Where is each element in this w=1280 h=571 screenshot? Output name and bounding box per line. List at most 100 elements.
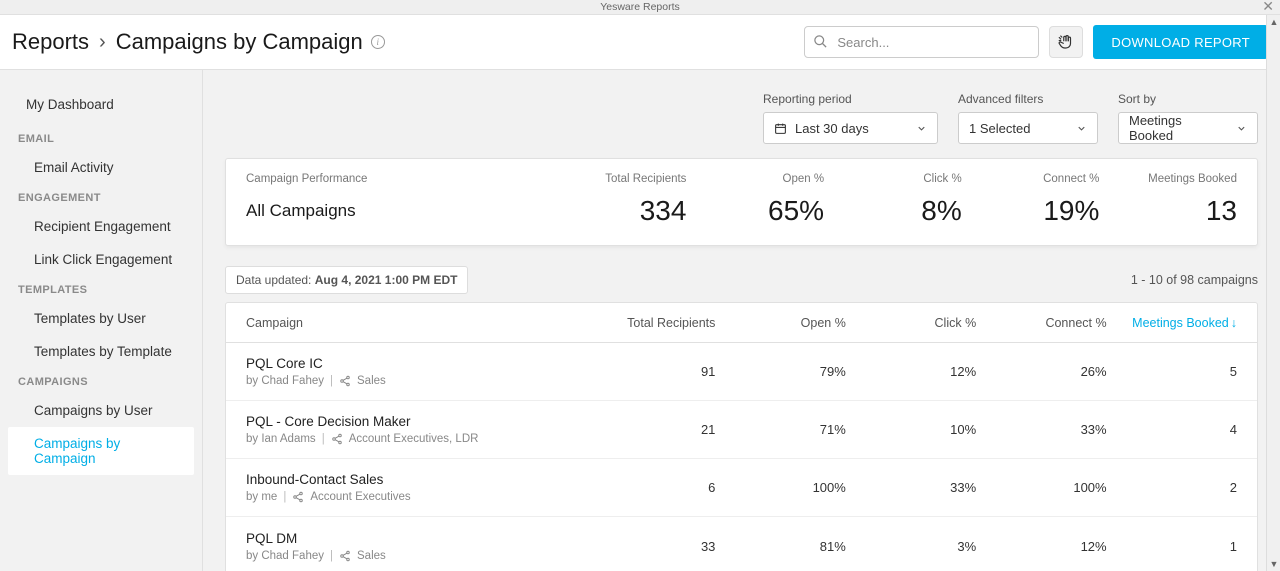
- th-recipients[interactable]: Total Recipients: [585, 316, 715, 330]
- sidebar-item[interactable]: Link Click Engagement: [8, 243, 194, 276]
- campaign-meta: by Chad Fahey|Sales: [246, 375, 585, 387]
- campaign-groups: Account Executives, LDR: [349, 433, 479, 445]
- campaign-groups: Account Executives: [310, 491, 410, 503]
- campaign-name: PQL DM: [246, 531, 585, 546]
- campaign-by: by Ian Adams: [246, 433, 316, 445]
- sidebar-group-label: TEMPLATES: [0, 276, 202, 302]
- campaign-name: PQL - Core Decision Maker: [246, 414, 585, 429]
- download-report-button[interactable]: DOWNLOAD REPORT: [1093, 25, 1268, 59]
- sidebar-group-label: CAMPAIGNS: [0, 368, 202, 394]
- share-icon: [292, 491, 304, 503]
- sidebar-item[interactable]: Recipient Engagement: [8, 210, 194, 243]
- cell-open: 79%: [715, 364, 845, 379]
- sidebar-item[interactable]: Templates by Template: [8, 335, 194, 368]
- sidebar-item[interactable]: Campaigns by Campaign: [8, 427, 194, 475]
- cell-campaign: PQL - Core Decision Maker by Ian Adams | Ac…: [246, 414, 585, 445]
- data-updated-value: Aug 4, 2021 1:00 PM EDT: [315, 273, 458, 287]
- sidebar-group-label: ENGAGEMENT: [0, 184, 202, 210]
- select-period-value: Last 30 days: [795, 121, 869, 136]
- info-icon[interactable]: i: [371, 35, 385, 49]
- cell-connect: 26%: [976, 364, 1106, 379]
- cell-open: 71%: [715, 422, 845, 437]
- cell-click: 10%: [846, 422, 976, 437]
- sidebar-group-label: EMAIL: [0, 125, 202, 151]
- sidebar-item[interactable]: Email Activity: [8, 151, 194, 184]
- summary-header-cell: Campaign Performance: [246, 173, 549, 185]
- cell-click: 3%: [846, 539, 976, 554]
- chevron-down-icon: [916, 123, 927, 134]
- pagination-info: 1 - 10 of 98 campaigns: [1131, 273, 1258, 287]
- cell-click: 33%: [846, 480, 976, 495]
- filter-label-advanced: Advanced filters: [958, 92, 1098, 106]
- search-icon: [813, 34, 828, 54]
- app-window: Yesware Reports ✕ ▲ ▼ Reports › Campaign…: [0, 0, 1280, 571]
- calendar-icon: [774, 122, 787, 135]
- th-meetings-sorted[interactable]: Meetings Booked ↓: [1107, 316, 1237, 330]
- summary-header-cell: Connect %: [962, 173, 1100, 185]
- breadcrumb-separator-icon: ›: [99, 31, 106, 54]
- cell-recipients: 6: [585, 480, 715, 495]
- cell-meetings: 4: [1107, 422, 1237, 437]
- search-field[interactable]: [804, 26, 1039, 58]
- page-body: My Dashboard EMAILEmail ActivityENGAGEME…: [0, 70, 1280, 571]
- data-updated-badge: Data updated: Aug 4, 2021 1:00 PM EDT: [225, 266, 468, 294]
- window-titlebar: Yesware Reports ✕: [0, 0, 1280, 15]
- summary-header-cell: Open %: [686, 173, 824, 185]
- cell-connect: 12%: [976, 539, 1106, 554]
- breadcrumb-root[interactable]: Reports: [12, 29, 89, 55]
- cell-campaign: PQL Core IC by Chad Fahey|Sales: [246, 356, 585, 387]
- campaign-meta: by Chad Fahey|Sales: [246, 550, 585, 562]
- gesture-button[interactable]: [1049, 26, 1083, 58]
- table-row[interactable]: Inbound-Contact Sales by me | Account Execu…: [226, 459, 1257, 517]
- meta-separator: |: [330, 375, 333, 387]
- select-reporting-period[interactable]: Last 30 days: [763, 112, 938, 144]
- sidebar-item[interactable]: Campaigns by User: [8, 394, 194, 427]
- summary-connect-pct: 19%: [962, 195, 1100, 227]
- meta-separator: |: [330, 550, 333, 562]
- table-row[interactable]: PQL - Core Decision Maker by Ian Adams | Ac…: [226, 401, 1257, 459]
- filter-label-sort: Sort by: [1118, 92, 1258, 106]
- th-click[interactable]: Click %: [846, 316, 976, 330]
- cell-campaign: PQL DMby Chad Fahey|Sales: [246, 531, 585, 562]
- table-row[interactable]: PQL Core IC by Chad Fahey|Sales9179%12%26…: [226, 343, 1257, 401]
- summary-open-pct: 65%: [686, 195, 824, 227]
- filter-bar: Reporting period Last 30 days Advanced f…: [225, 92, 1258, 144]
- campaign-by: by me: [246, 491, 277, 503]
- select-sort-value: Meetings Booked: [1129, 113, 1228, 143]
- sidebar-item[interactable]: Templates by User: [8, 302, 194, 335]
- campaign-name: PQL Core IC: [246, 356, 585, 371]
- share-icon: [339, 375, 351, 387]
- summary-header-cell: Click %: [824, 173, 962, 185]
- campaign-name: Inbound-Contact Sales: [246, 472, 585, 487]
- th-campaign[interactable]: Campaign: [246, 316, 585, 330]
- summary-header-row: Campaign Performance Total Recipients Op…: [246, 173, 1237, 185]
- meta-separator: |: [283, 491, 286, 503]
- th-connect[interactable]: Connect %: [976, 316, 1106, 330]
- meta-separator: |: [322, 433, 325, 445]
- window-close-icon[interactable]: ✕: [1262, 0, 1274, 14]
- table-row[interactable]: PQL DMby Chad Fahey|Sales3381%3%12%1: [226, 517, 1257, 571]
- filter-label-period: Reporting period: [763, 92, 938, 106]
- cell-campaign: Inbound-Contact Sales by me | Account Execu…: [246, 472, 585, 503]
- select-advanced-filters[interactable]: 1 Selected: [958, 112, 1098, 144]
- campaign-meta: by me | Account Executives: [246, 491, 585, 503]
- select-sort-by[interactable]: Meetings Booked: [1118, 112, 1258, 144]
- cell-meetings: 2: [1107, 480, 1237, 495]
- cell-recipients: 91: [585, 364, 715, 379]
- breadcrumb: Reports › Campaigns by Campaign i: [12, 29, 804, 55]
- summary-header-cell: Total Recipients: [549, 173, 687, 185]
- sidebar-item-my-dashboard[interactable]: My Dashboard: [8, 88, 194, 121]
- cell-recipients: 21: [585, 422, 715, 437]
- sort-desc-icon: ↓: [1231, 316, 1237, 330]
- campaign-by: by Chad Fahey: [246, 550, 324, 562]
- breadcrumb-current-label: Campaigns by Campaign: [116, 29, 363, 55]
- cell-recipients: 33: [585, 539, 715, 554]
- search-input[interactable]: [804, 26, 1039, 58]
- cell-open: 100%: [715, 480, 845, 495]
- scroll-up-icon[interactable]: ▲: [1267, 15, 1280, 29]
- share-icon: [339, 550, 351, 562]
- cell-click: 12%: [846, 364, 976, 379]
- campaigns-table: Campaign Total Recipients Open % Click %…: [225, 302, 1258, 571]
- th-open[interactable]: Open %: [715, 316, 845, 330]
- th-meetings-label: Meetings Booked: [1132, 316, 1229, 330]
